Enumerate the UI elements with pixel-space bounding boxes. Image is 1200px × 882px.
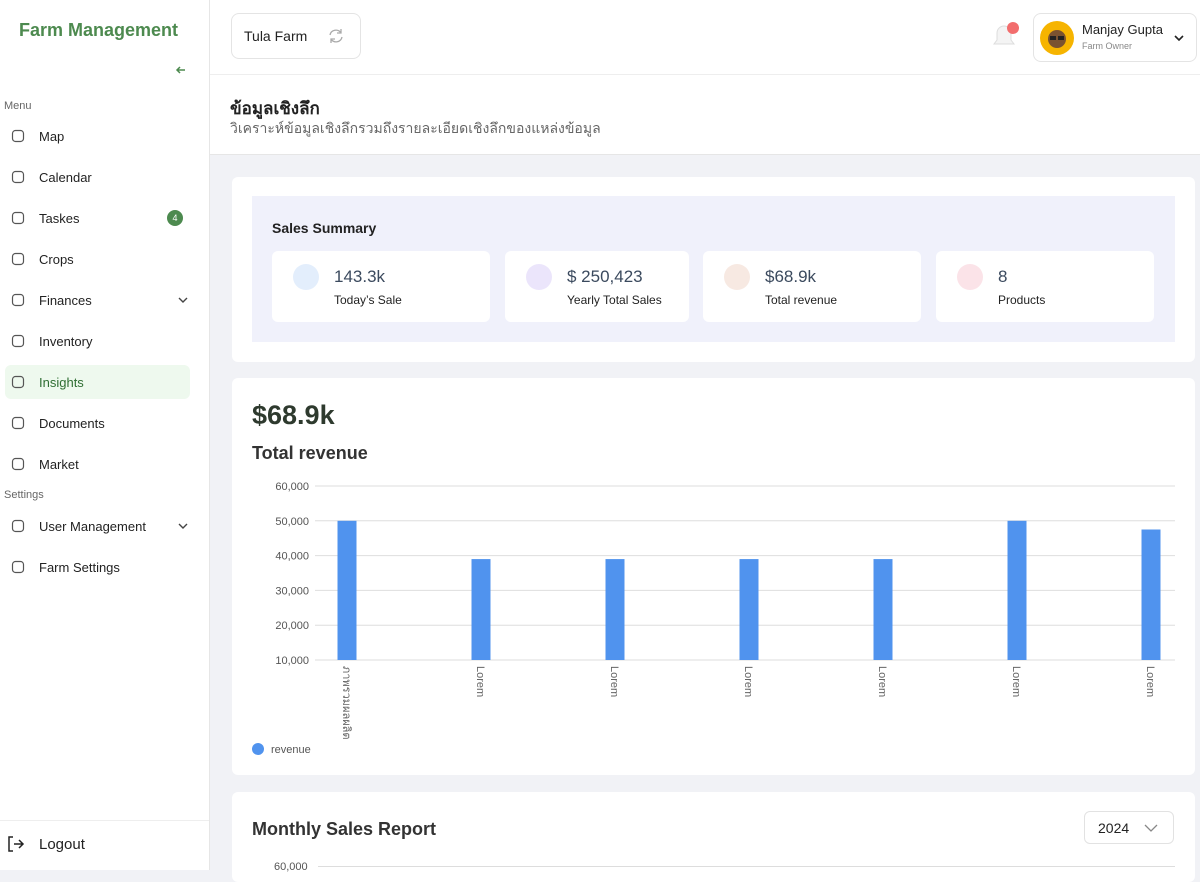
x-tick-label: ภาพรวมผลผลิต	[340, 666, 352, 740]
grid-line	[318, 866, 1175, 867]
user-name: Manjay Gupta	[1082, 22, 1163, 37]
menu-item[interactable]: Market	[5, 447, 190, 481]
page-title: ข้อมูลเชิงลึก	[230, 99, 320, 118]
menu-label: Crops	[39, 251, 74, 267]
bar	[739, 559, 759, 660]
menu-label: Map	[39, 128, 65, 144]
badge: 4	[167, 210, 183, 226]
page-subtitle: วิเคราะห์ข้อมูลเชิงลึกรวมถึงรายละเอียดเช…	[230, 120, 601, 136]
bar	[605, 559, 625, 660]
menu-item[interactable]: Documents	[5, 406, 190, 440]
menu-label: Market	[39, 456, 79, 472]
section-label: Menu	[4, 100, 32, 112]
top-bar: Tula Farm Manjay Gupta Farm Owner	[210, 0, 1200, 75]
stat-value: 143.3k	[334, 267, 386, 286]
stat-label: Today’s Sale	[334, 293, 402, 307]
summary-stat: $68.9k Total revenue	[703, 251, 921, 322]
collapse-button[interactable]	[174, 63, 188, 77]
y-tick-label: 40,000	[275, 551, 309, 563]
menu-item[interactable]: Finances	[5, 283, 190, 317]
summary-stat: $ 250,423 Yearly Total Sales	[505, 251, 689, 322]
bar	[1007, 520, 1027, 660]
bar	[1141, 529, 1161, 660]
monthly-title: Monthly Sales Report	[252, 819, 437, 839]
y-tick-label: 60,000	[274, 861, 308, 873]
notification-bell[interactable]	[990, 20, 1022, 52]
bar	[337, 520, 357, 660]
x-tick-label: Lorem	[1144, 666, 1156, 697]
monthly-card: Monthly Sales Report 2024 60,000	[232, 792, 1195, 882]
sidebar: Farm Management Menu Settings Map Calenda…	[0, 0, 210, 870]
menu-label: Finances	[39, 292, 92, 308]
logout[interactable]: Logout	[5, 827, 190, 861]
brand: Farm Management	[19, 20, 179, 40]
stat-value: $68.9k	[765, 267, 817, 286]
menu-item[interactable]: Insights	[5, 365, 190, 399]
menu-label: Taskes	[39, 210, 80, 226]
year-select[interactable]: 2024	[1084, 811, 1174, 844]
page-header: ข้อมูลเชิงลึก วิเคราะห์ข้อมูลเชิงลึกรวมถ…	[210, 75, 1200, 155]
farm-selector[interactable]: Tula Farm	[231, 13, 361, 59]
y-tick-label: 10,000	[275, 655, 309, 667]
x-tick-label: Lorem	[876, 666, 888, 697]
bar	[873, 559, 893, 660]
chevron	[178, 297, 188, 303]
stat-icon	[724, 264, 750, 290]
stat-value: 8	[998, 267, 1008, 286]
menu-item[interactable]: User Management	[5, 509, 190, 543]
stat-icon	[957, 264, 983, 290]
y-tick-label: 50,000	[275, 516, 309, 528]
stat-label: Total revenue	[765, 293, 838, 307]
menu-label: Insights	[39, 374, 84, 390]
legend-label: revenue	[271, 744, 311, 756]
menu-item[interactable]: Farm Settings	[5, 550, 190, 584]
revenue-card: $68.9k Total revenue	[232, 378, 1195, 775]
y-tick-label: 20,000	[275, 620, 309, 632]
bar	[471, 559, 491, 660]
stat-value: $ 250,423	[567, 267, 643, 286]
legend-swatch	[252, 743, 264, 755]
logout-label: Logout	[39, 835, 85, 853]
x-tick-label: Lorem	[1010, 666, 1022, 697]
farm-name: Tula Farm	[244, 28, 308, 44]
stat-label: Products	[998, 293, 1046, 307]
revenue-title: Total revenue	[252, 443, 368, 463]
summary-title: Sales Summary	[272, 220, 377, 236]
menu-label: User Management	[39, 518, 146, 534]
menu-label: Calendar	[39, 169, 92, 185]
stat-label: Yearly Total Sales	[567, 293, 662, 307]
menu-label: Inventory	[39, 333, 93, 349]
year: 2024	[1098, 819, 1130, 836]
revenue-headline: $68.9k	[252, 400, 335, 430]
y-tick-label: 30,000	[275, 585, 309, 597]
x-tick-label: Lorem	[474, 666, 486, 697]
stat-icon	[526, 264, 552, 290]
x-tick-label: Lorem	[608, 666, 620, 697]
x-tick-label: Lorem	[742, 666, 754, 697]
menu-item[interactable]: Crops	[5, 242, 190, 276]
summary-stat: 8 Products	[936, 251, 1154, 322]
chevron	[178, 523, 188, 529]
stat-icon	[293, 264, 319, 290]
menu-item[interactable]: Inventory	[5, 324, 190, 358]
menu-item[interactable]: Calendar	[5, 160, 190, 194]
user-menu[interactable]: Manjay Gupta Farm Owner	[1033, 13, 1197, 62]
y-tick-label: 60,000	[275, 481, 309, 493]
summary-stat: 143.3k Today’s Sale	[272, 251, 490, 322]
menu-item[interactable]: Map	[5, 119, 190, 153]
menu-item[interactable]: Taskes 4	[5, 201, 190, 235]
section-label: Settings	[4, 489, 44, 501]
menu-label: Farm Settings	[39, 559, 120, 575]
menu-label: Documents	[39, 415, 105, 431]
user-role: Farm Owner	[1082, 41, 1133, 51]
